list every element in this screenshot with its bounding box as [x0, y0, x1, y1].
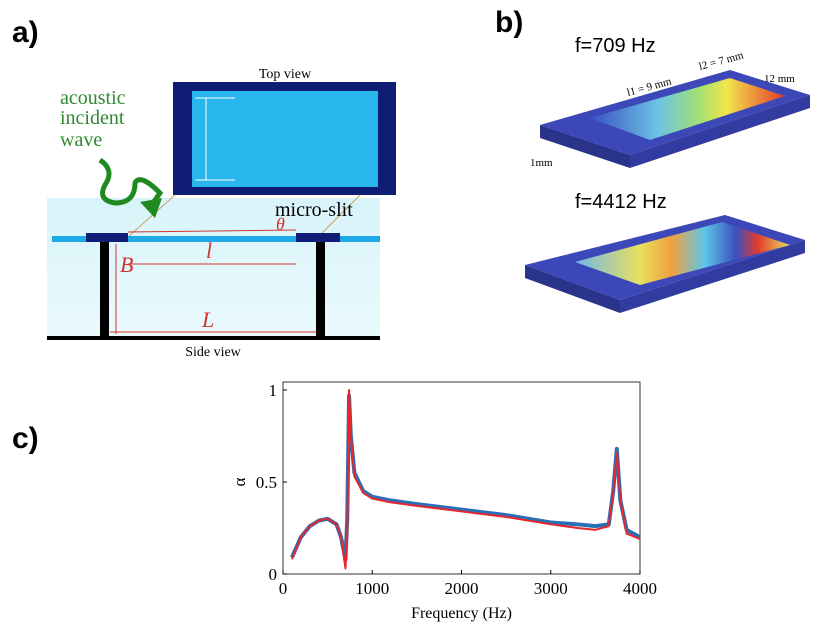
chart: 0 1000 2000 3000 4000 0 0.5 1 Frequency (Hz) α	[230, 381, 657, 622]
wall	[316, 242, 325, 338]
panel-label: b)	[495, 6, 523, 39]
support	[86, 233, 128, 242]
x-tick-label: 3000	[534, 579, 568, 598]
floor	[47, 336, 380, 340]
wave-text: incident	[60, 107, 125, 129]
y-tick-label: 1	[269, 381, 278, 400]
dim-label: 1mm	[530, 157, 553, 169]
wall	[100, 242, 109, 338]
panel-label: c)	[12, 422, 39, 455]
slit-label: micro-slit	[275, 199, 353, 221]
l-label: l	[206, 238, 212, 263]
x-tick-label: 0	[279, 579, 288, 598]
wave-text: wave	[60, 129, 102, 151]
dim-label: l2 = 7 mm	[698, 49, 746, 73]
series-line	[292, 390, 640, 568]
mode-label: f=709 Hz	[575, 35, 656, 57]
x-tick-label: 1000	[355, 579, 389, 598]
b-label: B	[120, 252, 133, 277]
x-tick-label: 4000	[623, 579, 657, 598]
figure: a) Top view acoustic incident wave micro…	[0, 0, 822, 628]
top-view-plate	[192, 91, 378, 187]
panel-label: a)	[12, 16, 39, 49]
top-view-label: Top view	[259, 67, 312, 82]
wave-label: acoustic incident wave	[60, 87, 126, 151]
x-tick-label: 2000	[445, 579, 479, 598]
x-axis-label: Frequency (Hz)	[411, 605, 512, 622]
L-label: L	[201, 307, 214, 332]
series-line	[292, 396, 640, 560]
wave-text: acoustic	[60, 87, 126, 109]
mode-label: f=4412 Hz	[575, 191, 667, 213]
side-view-label: Side view	[185, 345, 241, 360]
dim-label: 12 mm	[764, 73, 795, 85]
theta-label: θ	[276, 214, 285, 234]
y-tick-label: 0.5	[256, 473, 277, 492]
y-tick-label: 0	[269, 565, 278, 584]
plot-frame	[283, 382, 640, 574]
support	[296, 233, 340, 242]
y-axis-label: α	[230, 477, 249, 486]
